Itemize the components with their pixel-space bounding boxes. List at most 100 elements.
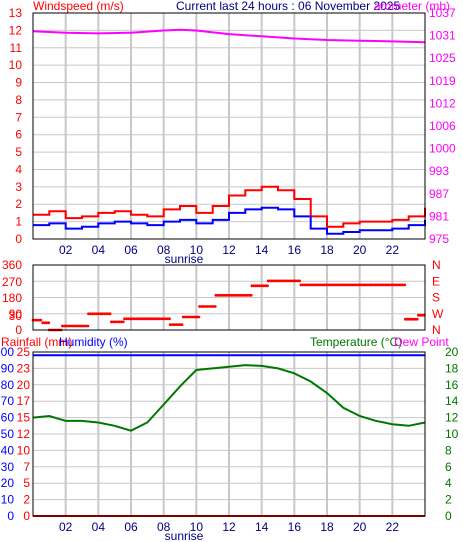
direction-point	[226, 293, 230, 297]
compass-tick-label: N	[432, 323, 441, 337]
temperature-tick-label: 2	[445, 493, 452, 507]
direction-point	[168, 323, 172, 326]
windspeed-tick-label: 3	[15, 180, 22, 194]
direction-point	[383, 283, 387, 287]
direction-point	[230, 293, 234, 297]
direction-point	[366, 283, 369, 287]
direction-point	[393, 283, 397, 287]
temperature-tick-label: 14	[445, 394, 459, 408]
temperature-tick-label: 12	[445, 411, 459, 425]
windspeed-tick-label: 1	[15, 215, 22, 229]
direction-point	[298, 279, 301, 283]
barometer-tick-label: 987	[429, 187, 449, 201]
direction-point	[117, 320, 121, 324]
direction-point	[364, 283, 367, 287]
direction-point	[45, 321, 49, 325]
direction-point	[340, 283, 344, 287]
x-tick-label: 22	[386, 243, 400, 257]
direction-point	[356, 283, 360, 287]
direction-point	[324, 283, 328, 287]
humidity-tick-label: 80	[1, 378, 15, 392]
direction-point	[286, 279, 290, 283]
direction-tick-label: 30	[9, 309, 23, 323]
barometer-tick-label: 1000	[429, 142, 456, 156]
direction-tick-label: 180	[2, 291, 22, 305]
direction-point	[183, 315, 187, 319]
direction-point	[373, 283, 377, 287]
windspeed-tick-label: 4	[15, 162, 22, 176]
direction-point	[419, 313, 422, 317]
x-tick-label: 18	[320, 243, 334, 257]
direction-tick-label: 90	[9, 307, 23, 321]
sunrise-label-bottom: sunrise	[165, 529, 204, 542]
direction-point	[187, 315, 191, 319]
direction-point	[224, 293, 228, 297]
direction-point	[213, 305, 217, 308]
direction-point	[216, 293, 220, 297]
direction-point	[270, 279, 274, 283]
x-tick-label: 08	[157, 243, 171, 257]
direction-point	[354, 283, 358, 287]
direction-point	[296, 279, 299, 283]
direction-point	[106, 312, 110, 316]
direction-tick-label: 360	[2, 258, 22, 272]
direction-point	[198, 305, 202, 308]
series-layer	[31, 28, 426, 517]
barometer-axis-label: arometer (mb)	[374, 0, 450, 13]
rainfall-tick-label: 10	[17, 443, 31, 457]
rainfall-tick-label: 12	[17, 427, 31, 441]
direction-point	[160, 317, 164, 321]
direction-point	[350, 283, 354, 287]
x-tick-label: 12	[222, 520, 236, 534]
direction-point	[214, 293, 218, 297]
windspeed-tick-label: 10	[9, 58, 23, 72]
direction-point	[140, 317, 144, 321]
direction-point	[334, 283, 338, 287]
direction-point	[252, 284, 256, 288]
direction-point	[317, 283, 320, 287]
direction-point	[395, 283, 399, 287]
windspeed-tick-label: 9	[15, 76, 22, 90]
direction-point	[274, 279, 278, 283]
direction-point	[220, 293, 224, 297]
windspeed-tick-label: 2	[15, 197, 22, 211]
barometer-line	[32, 28, 426, 44]
sunrise-label-top: sunrise	[165, 252, 204, 266]
direction-point	[110, 320, 113, 324]
temperature-line	[32, 364, 426, 432]
windspeed-tick-label: 0	[15, 232, 22, 246]
windspeed-line	[33, 185, 426, 228]
temperature-axis-label: Temperature (°C)	[310, 335, 402, 349]
x-tick-label: 02	[59, 520, 73, 534]
compass-tick-label: E	[432, 274, 440, 288]
direction-point	[130, 317, 134, 321]
compass-tick-label: W	[432, 307, 444, 321]
direction-point	[370, 283, 373, 287]
direction-point	[315, 283, 318, 287]
x-tick-label: 10	[190, 243, 204, 257]
direction-point	[41, 321, 45, 325]
direction-point	[35, 318, 39, 322]
direction-point	[89, 312, 92, 316]
x-tick-label: 06	[124, 243, 138, 257]
direction-point	[168, 317, 171, 321]
direction-point	[301, 283, 305, 287]
direction-point	[39, 318, 43, 322]
direction-point	[346, 283, 350, 287]
direction-point	[68, 324, 72, 328]
direction-point	[98, 312, 102, 316]
barometer-tick-label: 1006	[429, 119, 456, 133]
direction-point	[311, 283, 314, 287]
rainfall-tick-label: 25	[17, 345, 31, 359]
rainfall-tick-label: 15	[17, 411, 31, 425]
direction-point	[78, 324, 82, 328]
temperature-tick-label: 0	[445, 509, 452, 523]
direction-point	[321, 283, 324, 287]
windspeed-tick-label: 13	[9, 6, 23, 20]
direction-point	[276, 279, 280, 283]
x-tick-label: 14	[255, 243, 269, 257]
temperature-tick-label: 8	[445, 443, 452, 457]
x-tick-label: 06	[124, 520, 138, 534]
